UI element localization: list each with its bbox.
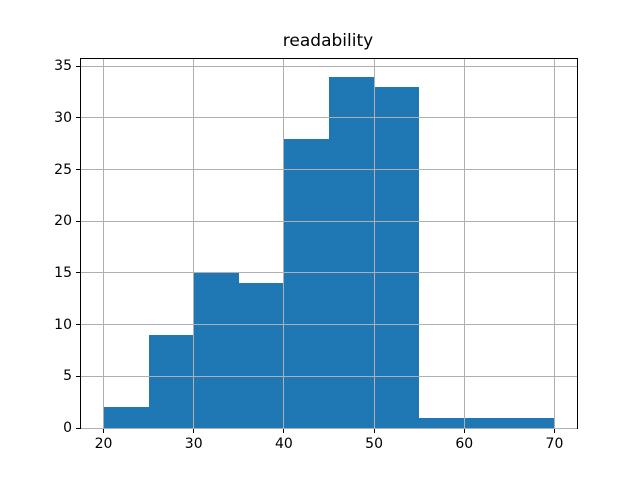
y-axis-tick xyxy=(76,117,80,119)
x-tick-label: 30 xyxy=(184,436,203,452)
y-tick-label: 5 xyxy=(63,368,72,385)
histogram-bar xyxy=(464,417,510,428)
x-axis-tick xyxy=(463,429,465,433)
gridline-vertical xyxy=(283,59,285,428)
y-axis-tick xyxy=(76,65,80,67)
x-tick-label: 70 xyxy=(545,436,564,452)
x-tick-label: 60 xyxy=(455,436,474,452)
plot-area: 20 30 40 50 60 70 0 5 10 15 20 25 30 35 xyxy=(54,58,578,452)
histogram-bar xyxy=(238,283,284,428)
x-axis-tick xyxy=(283,429,285,433)
gridline-horizontal xyxy=(81,220,577,222)
gridline-horizontal xyxy=(81,169,577,171)
y-tick-label: 15 xyxy=(54,264,72,281)
gridline-vertical xyxy=(553,59,555,428)
y-axis-tick xyxy=(76,324,80,326)
gridline-vertical xyxy=(103,59,105,428)
y-tick-label: 20 xyxy=(54,213,72,230)
gridline-horizontal xyxy=(81,427,577,429)
x-tick-label: 40 xyxy=(274,436,293,452)
gridline-horizontal xyxy=(81,117,577,119)
y-tick-label: 30 xyxy=(54,109,72,126)
x-tick-label: 20 xyxy=(94,436,113,452)
gridline-vertical xyxy=(373,59,375,428)
gridline-horizontal xyxy=(81,272,577,274)
histogram-bar xyxy=(374,86,420,428)
gridline-horizontal xyxy=(81,324,577,326)
x-axis-tick xyxy=(103,429,105,433)
gridline-horizontal xyxy=(81,65,577,67)
y-tick-label: 0 xyxy=(63,420,72,436)
histogram-bar xyxy=(419,417,465,428)
x-axis-tick xyxy=(193,429,195,433)
x-tick-label: 50 xyxy=(365,436,383,452)
x-axis-tick xyxy=(553,429,555,433)
histogram-bar xyxy=(329,76,375,428)
y-tick-label: 10 xyxy=(54,316,72,333)
y-axis-tick xyxy=(76,427,80,429)
histogram-bar xyxy=(103,407,149,428)
histogram-bar xyxy=(148,334,194,428)
y-axis-tick xyxy=(76,220,80,222)
histogram-bar xyxy=(193,272,239,428)
y-tick-label: 25 xyxy=(54,161,72,178)
y-tick-label: 35 xyxy=(54,58,72,75)
histogram-bar xyxy=(509,417,555,428)
y-axis-tick xyxy=(76,375,80,377)
histogram-bar xyxy=(283,138,329,428)
y-axis-tick xyxy=(76,169,80,171)
chart-title: readability xyxy=(282,31,374,51)
gridline-vertical xyxy=(463,59,465,428)
x-axis-tick xyxy=(373,429,375,433)
gridline-vertical xyxy=(193,59,195,428)
gridline-horizontal xyxy=(81,375,577,377)
y-axis-tick xyxy=(76,272,80,274)
